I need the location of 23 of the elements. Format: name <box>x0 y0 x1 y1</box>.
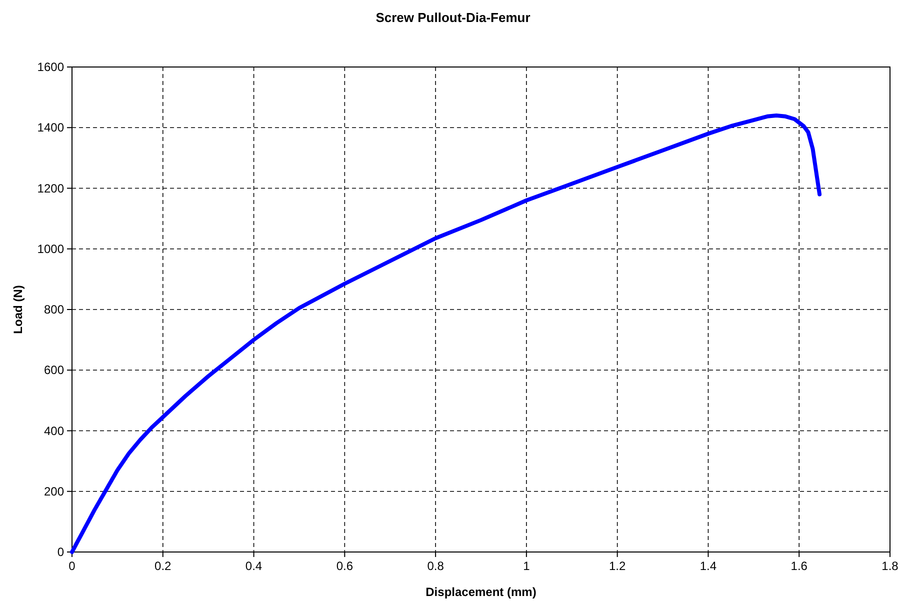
x-tick-label: 0.8 <box>427 559 444 573</box>
x-tick-label: 0.6 <box>336 559 354 573</box>
y-tick-label: 1400 <box>37 120 64 135</box>
x-tick-label: 0.2 <box>154 559 172 573</box>
x-tick-label: 1.2 <box>608 559 626 573</box>
x-tick-label: 0 <box>68 559 76 573</box>
chart-title: Screw Pullout-Dia-Femur <box>376 10 530 25</box>
y-tick-label: 0 <box>57 545 64 559</box>
y-tick-label: 1200 <box>37 181 64 196</box>
x-tick-label: 1.6 <box>790 559 808 573</box>
x-tick-label: 1.4 <box>700 559 717 573</box>
y-tick-label: 1600 <box>37 60 64 74</box>
line-series <box>70 114 822 554</box>
x-axis-title: Displacement (mm) <box>426 585 536 599</box>
y-axis-title: Load (N) <box>11 285 25 334</box>
x-tick-label: 1.8 <box>882 559 899 573</box>
x-tick-label: 1 <box>523 559 530 573</box>
y-tick-label: 200 <box>44 484 64 498</box>
y-tick-label: 1000 <box>37 242 64 256</box>
y-tick-label: 400 <box>44 424 64 438</box>
y-tick-label: 800 <box>44 302 64 316</box>
y-tick-label: 600 <box>44 363 64 378</box>
x-tick-label: 0.4 <box>245 559 262 573</box>
